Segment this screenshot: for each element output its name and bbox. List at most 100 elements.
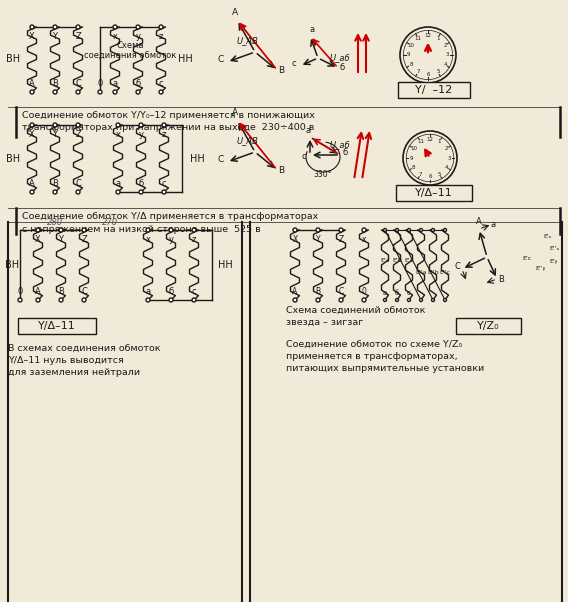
Text: c: c xyxy=(191,287,197,296)
Text: В схемах соединения обмоток
Y/Δ–11 нуль выводится
для заземления нейтрали: В схемах соединения обмоток Y/Δ–11 нуль … xyxy=(8,344,161,377)
Text: E'ᵦ: E'ᵦ xyxy=(549,259,557,264)
Text: 6: 6 xyxy=(426,72,430,77)
Text: C: C xyxy=(218,155,224,164)
Text: C: C xyxy=(81,287,87,296)
Text: x: x xyxy=(362,235,366,244)
Text: E''b: E''b xyxy=(427,270,439,276)
Circle shape xyxy=(395,299,399,302)
Text: z: z xyxy=(159,32,163,41)
Text: 3: 3 xyxy=(447,155,450,161)
Circle shape xyxy=(169,228,173,232)
Circle shape xyxy=(76,190,80,194)
Text: Z: Z xyxy=(75,130,81,139)
Circle shape xyxy=(53,25,57,29)
Text: б: б xyxy=(135,79,141,88)
Text: c: c xyxy=(302,152,306,161)
Text: y: y xyxy=(136,32,140,41)
Text: B: B xyxy=(58,287,64,296)
Text: 5: 5 xyxy=(438,172,441,177)
Text: c: c xyxy=(158,79,164,88)
Text: x: x xyxy=(115,130,120,139)
Text: 4: 4 xyxy=(443,62,446,67)
Text: НН: НН xyxy=(190,154,204,164)
Text: 12: 12 xyxy=(427,137,433,141)
Circle shape xyxy=(339,228,343,232)
Circle shape xyxy=(420,229,423,232)
Text: A: A xyxy=(35,287,41,296)
Text: Схема
соединения обмоток: Схема соединения обмоток xyxy=(84,41,177,61)
Text: y: y xyxy=(169,235,173,244)
Text: ВН: ВН xyxy=(6,55,20,64)
Circle shape xyxy=(30,90,34,94)
Text: б: б xyxy=(339,63,345,72)
Circle shape xyxy=(316,298,320,302)
Text: а: а xyxy=(383,290,387,296)
Circle shape xyxy=(146,228,150,232)
Text: C: C xyxy=(339,287,344,296)
Text: c: c xyxy=(407,290,411,296)
Circle shape xyxy=(82,228,86,232)
Text: z: z xyxy=(192,235,196,244)
Text: 8: 8 xyxy=(410,62,413,67)
Circle shape xyxy=(362,228,366,232)
Text: Z: Z xyxy=(75,32,81,41)
Circle shape xyxy=(53,123,57,127)
Circle shape xyxy=(192,298,196,302)
Circle shape xyxy=(136,90,140,94)
Text: 7: 7 xyxy=(416,69,420,75)
Text: 11: 11 xyxy=(417,139,424,144)
Circle shape xyxy=(432,229,435,232)
Text: Y/  –12: Y/ –12 xyxy=(415,85,453,95)
Text: Схема соединений обмоток
звезда – зигзаг: Схема соединений обмоток звезда – зигзаг xyxy=(286,306,425,327)
Text: E'c: E'c xyxy=(522,256,531,261)
Text: Соединение обмоток Y/Y₀–12 применяется в понижающих
трансформаторах при напряжен: Соединение обмоток Y/Y₀–12 применяется в… xyxy=(22,111,315,132)
Text: E'c: E'c xyxy=(404,258,414,262)
Text: Соединение обмоток Y/Δ применяется в трансформаторах
с напряжением на низкой сто: Соединение обмоток Y/Δ применяется в тра… xyxy=(22,212,318,234)
Circle shape xyxy=(192,228,196,232)
Text: Y/Z₀: Y/Z₀ xyxy=(477,321,500,331)
Circle shape xyxy=(293,228,297,232)
Text: 10: 10 xyxy=(410,146,417,151)
Circle shape xyxy=(36,228,40,232)
Text: Y: Y xyxy=(52,32,57,41)
Circle shape xyxy=(53,90,57,94)
Text: x: x xyxy=(112,32,118,41)
Text: НН: НН xyxy=(218,260,233,270)
Text: C: C xyxy=(218,55,224,64)
Circle shape xyxy=(407,299,411,302)
Circle shape xyxy=(82,298,86,302)
Text: 270: 270 xyxy=(102,218,118,227)
Text: B: B xyxy=(278,166,284,175)
Text: 330°: 330° xyxy=(314,170,332,179)
Text: Z: Z xyxy=(81,235,87,244)
Circle shape xyxy=(18,298,22,302)
Text: c: c xyxy=(292,59,296,68)
Text: б: б xyxy=(343,148,348,157)
Circle shape xyxy=(76,123,80,127)
Circle shape xyxy=(162,123,166,127)
Text: Z: Z xyxy=(339,235,344,244)
Text: 10: 10 xyxy=(407,43,415,48)
Text: A: A xyxy=(293,287,298,296)
Text: a: a xyxy=(112,79,118,88)
Text: Y: Y xyxy=(59,235,64,244)
Circle shape xyxy=(139,123,143,127)
Text: E''c: E''c xyxy=(440,270,450,276)
Text: 0: 0 xyxy=(97,79,103,88)
Text: C: C xyxy=(75,179,81,188)
Text: B: B xyxy=(52,79,58,88)
Circle shape xyxy=(59,228,63,232)
Text: y: y xyxy=(139,130,144,139)
Text: U_аб: U_аб xyxy=(329,53,350,62)
Text: 3: 3 xyxy=(446,52,449,58)
Circle shape xyxy=(116,123,120,127)
Text: Соединение обмоток по схеме Y/Z₀
применяется в трансформаторах,
питающих выпрями: Соединение обмоток по схеме Y/Z₀ применя… xyxy=(286,340,485,373)
Circle shape xyxy=(383,229,386,232)
Text: 1: 1 xyxy=(436,36,440,40)
Circle shape xyxy=(136,25,140,29)
Text: E'a: E'a xyxy=(380,258,390,262)
Circle shape xyxy=(444,229,446,232)
Text: X: X xyxy=(35,235,41,244)
Text: 2: 2 xyxy=(445,146,448,151)
Circle shape xyxy=(432,299,435,302)
